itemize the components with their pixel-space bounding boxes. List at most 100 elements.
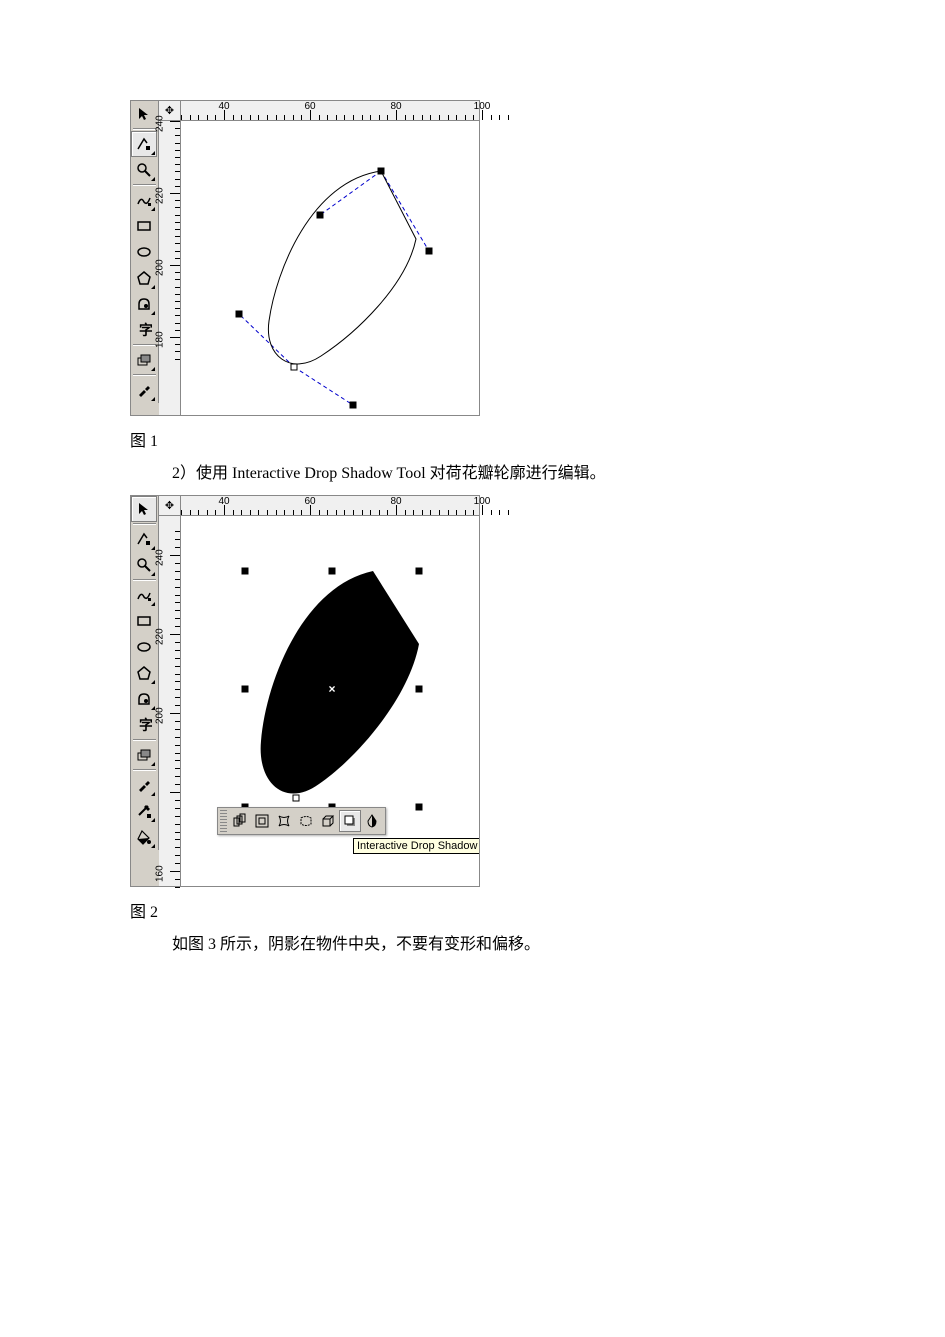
ruler-tick xyxy=(175,135,180,136)
selection-handle[interactable] xyxy=(416,685,423,692)
toolbar-divider xyxy=(133,579,156,581)
text-tool[interactable]: 字 xyxy=(131,317,157,343)
ruler-tick xyxy=(175,689,180,690)
node-handle[interactable] xyxy=(291,364,298,371)
fill-tool[interactable] xyxy=(131,824,157,850)
ruler-label: 180 xyxy=(155,331,166,348)
petal-outline-path[interactable] xyxy=(268,171,416,364)
polygon-tool[interactable] xyxy=(131,660,157,686)
zoom-tool[interactable] xyxy=(131,157,157,183)
ruler-tick xyxy=(175,745,180,746)
basic-shapes-tool[interactable] xyxy=(131,291,157,317)
ruler-tick xyxy=(336,115,337,120)
toolbar-divider xyxy=(133,769,156,771)
ruler-tick xyxy=(198,115,199,120)
ruler-tick xyxy=(175,681,180,682)
interactive-transparency-icon[interactable] xyxy=(361,810,383,832)
ruler-tick xyxy=(175,243,180,244)
shape-tool[interactable] xyxy=(131,526,157,552)
selection-handle[interactable] xyxy=(416,567,423,574)
selection-center-icon: × xyxy=(328,682,335,696)
outline-tool[interactable] xyxy=(131,798,157,824)
ruler-tick xyxy=(508,510,509,515)
interactive-blend-icon[interactable] xyxy=(229,810,251,832)
interactive-extrude-icon[interactable] xyxy=(317,810,339,832)
canvas-figure-1: ✥ 406080100 240220200180 xyxy=(159,101,479,415)
ruler-tick xyxy=(387,115,388,120)
flyout-grip-icon[interactable] xyxy=(220,810,227,832)
ruler-tick xyxy=(379,510,380,515)
ruler-tick xyxy=(175,753,180,754)
ruler-tick xyxy=(175,658,180,659)
flyout-marker-icon xyxy=(151,397,155,401)
ruler-tick xyxy=(301,115,302,120)
interactive-distortion-icon[interactable] xyxy=(273,810,295,832)
node-handle[interactable] xyxy=(293,794,300,801)
ruler-tick xyxy=(276,510,277,515)
ruler-tick xyxy=(293,115,294,120)
ruler-tick xyxy=(250,115,251,120)
drawing-area-1[interactable] xyxy=(181,121,479,415)
node-handle[interactable] xyxy=(378,168,385,175)
ruler-tick xyxy=(439,510,440,515)
petal-filled-path[interactable] xyxy=(261,571,419,794)
ruler-tick xyxy=(170,337,180,338)
interactive-contour-icon[interactable] xyxy=(251,810,273,832)
text-tool[interactable]: 字 xyxy=(131,712,157,738)
ruler-tick xyxy=(233,115,234,120)
rectangle-tool[interactable] xyxy=(131,608,157,634)
ruler-label: 40 xyxy=(218,496,229,507)
ruler-tick xyxy=(327,115,328,120)
node-handle[interactable] xyxy=(426,248,433,255)
ruler-corner-icon: ✥ xyxy=(159,496,181,516)
horizontal-ruler: 406080100 xyxy=(181,101,479,121)
interactive-tools-flyout xyxy=(217,807,386,835)
interactive-envelope-icon[interactable] xyxy=(295,810,317,832)
node-handle[interactable] xyxy=(350,402,357,409)
selection-handle[interactable] xyxy=(242,685,249,692)
rectangle-tool[interactable] xyxy=(131,213,157,239)
basic-shapes-tool[interactable] xyxy=(131,686,157,712)
ellipse-tool[interactable] xyxy=(131,634,157,660)
ruler-tick xyxy=(170,555,180,556)
selection-handle[interactable] xyxy=(416,803,423,810)
ruler-tick xyxy=(215,510,216,515)
ruler-tick xyxy=(190,115,191,120)
ruler-tick xyxy=(465,115,466,120)
ruler-tick xyxy=(413,115,414,120)
shape-tool[interactable] xyxy=(131,131,157,157)
interactive-drop-shadow-icon[interactable] xyxy=(339,810,361,832)
ruler-tick xyxy=(175,157,180,158)
selection-handle[interactable] xyxy=(329,567,336,574)
pick-tool[interactable] xyxy=(131,101,157,127)
freehand-tool[interactable] xyxy=(131,187,157,213)
polygon-tool[interactable] xyxy=(131,265,157,291)
ruler-tick xyxy=(170,871,180,872)
eyedropper-tool[interactable] xyxy=(131,772,157,798)
interactive-tool[interactable] xyxy=(131,347,157,373)
freehand-tool[interactable] xyxy=(131,582,157,608)
pick-tool[interactable] xyxy=(131,496,157,522)
ruler-tick xyxy=(456,115,457,120)
drawing-area-2[interactable]: ×Interactive Drop Shadow Tool xyxy=(181,516,479,886)
node-handle[interactable] xyxy=(317,212,324,219)
ruler-tick xyxy=(319,115,320,120)
node-handle[interactable] xyxy=(236,311,243,318)
toolbar-divider xyxy=(133,344,156,346)
flyout-marker-icon xyxy=(151,680,155,684)
toolbar-divider xyxy=(133,374,156,376)
bezier-control-line xyxy=(381,171,429,251)
ellipse-tool[interactable] xyxy=(131,239,157,265)
ruler-tick xyxy=(175,531,180,532)
bezier-control-line xyxy=(239,314,294,367)
ruler-tick xyxy=(175,563,180,564)
eyedropper-tool[interactable] xyxy=(131,377,157,403)
interactive-tool[interactable] xyxy=(131,742,157,768)
flyout-marker-icon xyxy=(151,762,155,766)
zoom-tool[interactable] xyxy=(131,552,157,578)
ruler-tick xyxy=(175,359,180,360)
ruler-tick xyxy=(405,115,406,120)
ruler-tick xyxy=(175,587,180,588)
horizontal-ruler: 406080100 xyxy=(181,496,479,516)
selection-handle[interactable] xyxy=(242,567,249,574)
